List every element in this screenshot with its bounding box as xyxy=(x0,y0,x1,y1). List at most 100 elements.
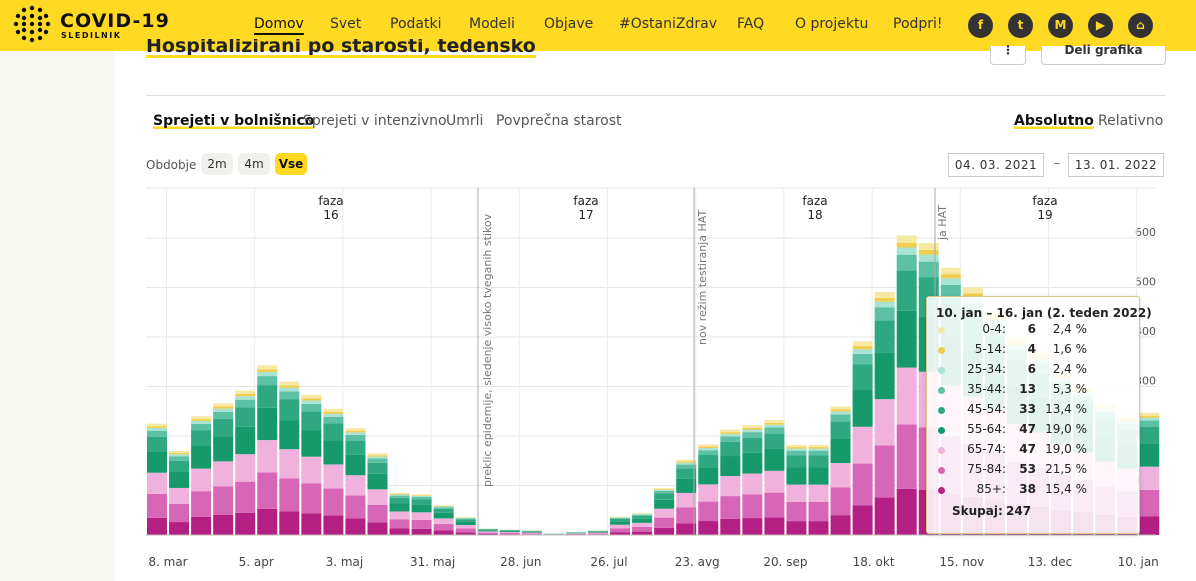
bar-segment[interactable] xyxy=(367,504,388,523)
bar-segment[interactable] xyxy=(389,511,410,520)
bar-segment[interactable] xyxy=(896,270,917,311)
nav-item-0[interactable]: Domov xyxy=(254,16,304,32)
bar-segment[interactable] xyxy=(588,532,608,534)
bar-segment[interactable] xyxy=(389,495,410,498)
nav-item-8[interactable]: Podpri! xyxy=(893,16,943,32)
bar-segment[interactable] xyxy=(1139,415,1160,418)
bar-segment[interactable] xyxy=(698,450,719,456)
bar-segment[interactable] xyxy=(169,487,190,504)
bar-segment[interactable] xyxy=(830,411,851,415)
share-graph-button[interactable]: Deli grafika xyxy=(1041,44,1166,65)
bar-segment[interactable] xyxy=(654,487,675,490)
bar-segment[interactable] xyxy=(477,529,498,531)
bar-segment[interactable] xyxy=(191,491,212,517)
bar-segment[interactable] xyxy=(808,521,829,535)
bar-segment[interactable] xyxy=(257,372,278,377)
bar-segment[interactable] xyxy=(940,284,961,299)
bar-segment[interactable] xyxy=(433,524,454,531)
bar-segment[interactable] xyxy=(389,528,410,535)
metric-tab-0[interactable]: Sprejeti v bolnišnico xyxy=(153,113,315,129)
bar-segment[interactable] xyxy=(874,497,895,535)
nav-item-2[interactable]: Podatki xyxy=(390,16,442,32)
bar-segment[interactable] xyxy=(213,461,234,487)
bar-segment[interactable] xyxy=(1139,420,1160,428)
bar-segment[interactable] xyxy=(742,518,763,535)
bar-segment[interactable] xyxy=(345,518,366,535)
bar-segment[interactable] xyxy=(433,512,454,519)
bar-segment[interactable] xyxy=(852,341,873,347)
bar-segment[interactable] xyxy=(433,507,454,509)
bar-segment[interactable] xyxy=(632,526,653,532)
bar-segment[interactable] xyxy=(257,508,278,535)
bar-segment[interactable] xyxy=(279,449,300,479)
bar-segment[interactable] xyxy=(632,514,653,516)
bar-segment[interactable] xyxy=(720,432,741,434)
bar-segment[interactable] xyxy=(720,518,741,535)
bar-segment[interactable] xyxy=(742,437,763,453)
bar-segment[interactable] xyxy=(235,407,256,427)
brand-title[interactable]: COVID-19 xyxy=(60,10,170,32)
bar-segment[interactable] xyxy=(169,471,190,488)
bar-segment[interactable] xyxy=(147,426,167,429)
bar-segment[interactable] xyxy=(257,472,278,509)
bar-segment[interactable] xyxy=(676,459,697,462)
bar-segment[interactable] xyxy=(411,504,432,513)
bar-segment[interactable] xyxy=(918,261,939,278)
bar-segment[interactable] xyxy=(389,503,410,512)
bar-segment[interactable] xyxy=(147,517,167,535)
bar-segment[interactable] xyxy=(147,493,167,518)
bar-segment[interactable] xyxy=(698,521,719,535)
date-from-input[interactable]: 04. 03. 2021 xyxy=(948,153,1044,177)
bar-segment[interactable] xyxy=(786,447,807,449)
menu-button[interactable]: ⋮ xyxy=(990,44,1026,65)
bar-segment[interactable] xyxy=(235,390,256,394)
bar-segment[interactable] xyxy=(147,428,167,431)
bar-segment[interactable] xyxy=(235,481,256,513)
metric-tab-3[interactable]: Povprečna starost xyxy=(496,113,622,129)
bar-segment[interactable] xyxy=(323,440,344,465)
bar-segment[interactable] xyxy=(852,353,873,365)
bar-segment[interactable] xyxy=(720,433,741,437)
bar-segment[interactable] xyxy=(257,440,278,473)
bar-segment[interactable] xyxy=(301,456,322,484)
bar-segment[interactable] xyxy=(676,523,697,535)
period-all-button[interactable]: Vse xyxy=(275,153,307,175)
bar-segment[interactable] xyxy=(191,430,212,447)
bar-segment[interactable] xyxy=(191,423,212,431)
bar-segment[interactable] xyxy=(521,533,542,535)
bar-segment[interactable] xyxy=(896,235,917,243)
bar-segment[interactable] xyxy=(213,514,234,535)
bar-segment[interactable] xyxy=(874,301,895,308)
bar-segment[interactable] xyxy=(896,310,917,368)
bar-segment[interactable] xyxy=(367,455,388,457)
bar-segment[interactable] xyxy=(742,452,763,474)
bar-segment[interactable] xyxy=(191,416,212,420)
bar-segment[interactable] xyxy=(654,493,675,500)
bar-segment[interactable] xyxy=(213,403,234,407)
nav-item-4[interactable]: Objave xyxy=(544,16,594,32)
bar-segment[interactable] xyxy=(257,376,278,386)
bar-segment[interactable] xyxy=(742,432,763,438)
bar-segment[interactable] xyxy=(191,468,212,492)
bar-segment[interactable] xyxy=(610,532,631,535)
bar-segment[interactable] xyxy=(345,434,366,441)
bar-segment[interactable] xyxy=(367,489,388,505)
bar-segment[interactable] xyxy=(874,291,895,298)
bar-segment[interactable] xyxy=(852,364,873,391)
bar-segment[interactable] xyxy=(1139,466,1160,490)
covid-sledilnik-logo[interactable] xyxy=(12,4,52,44)
bar-segment[interactable] xyxy=(191,420,212,424)
bar-segment[interactable] xyxy=(345,495,366,519)
bar-segment[interactable] xyxy=(830,515,851,535)
bar-segment[interactable] xyxy=(610,524,631,529)
bar-segment[interactable] xyxy=(411,512,432,521)
bar-segment[interactable] xyxy=(433,518,454,525)
bar-segment[interactable] xyxy=(874,297,895,302)
bar-segment[interactable] xyxy=(301,398,322,401)
bar-segment[interactable] xyxy=(433,506,454,508)
facebook-icon[interactable]: f xyxy=(968,13,993,38)
bar-segment[interactable] xyxy=(147,436,167,452)
bar-segment[interactable] xyxy=(345,430,366,433)
bar-segment[interactable] xyxy=(169,456,190,461)
bar-segment[interactable] xyxy=(830,438,851,464)
